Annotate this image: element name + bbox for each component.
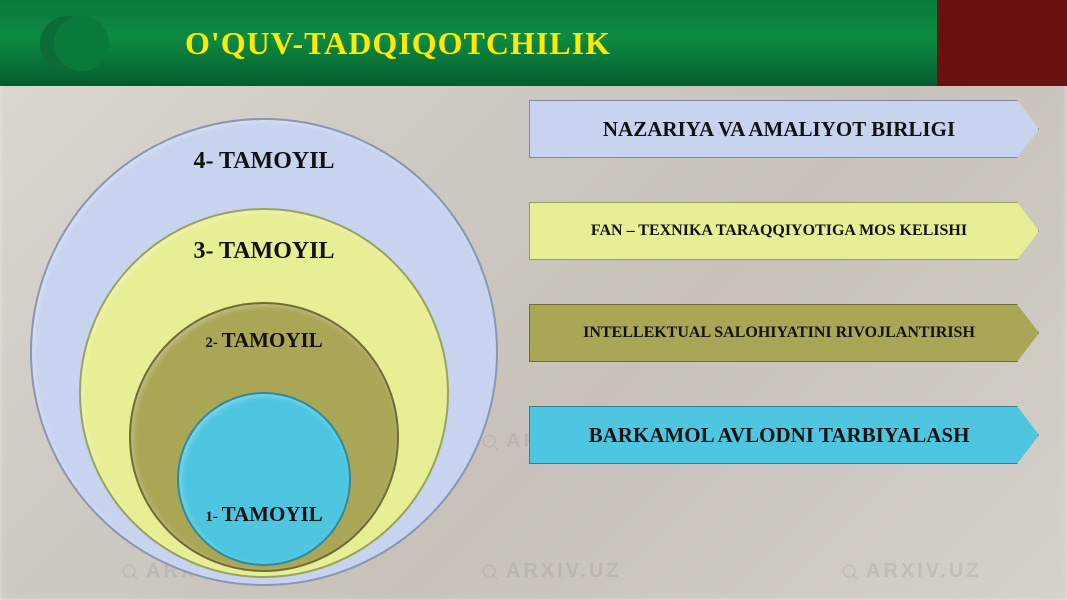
page-title: O'QUV-TADQIQOTCHILIK [185,25,611,62]
ring-label: 3- TAMOYIL [81,238,447,265]
crescent-icon [40,16,95,71]
banner-3: INTELLEKTUAL SALOHIYATINI RIVOJLANTIRISH [529,304,1039,362]
banner-2: FAN – TEXNIKA TARAQQIYOTIGA MOS KELISHI [529,202,1039,260]
banner-4: BARKAMOL AVLODNI TARBIYALASH [529,406,1039,464]
ring-1: 1- TAMOYIL [177,392,351,566]
content-area: 4- TAMOYIL 3- TAMOYIL 2- TAMOYIL 1- TAMOYIL… [0,86,1067,600]
header-accent [937,0,1067,86]
ring-label: 1- TAMOYIL [179,502,349,527]
banner-1: NAZARIYA VA AMALIYOT BIRLIGI [529,100,1039,158]
nested-circles-diagram: 4- TAMOYIL 3- TAMOYIL 2- TAMOYIL 1- TAMOYIL [30,96,500,586]
ring-label: 4- TAMOYIL [32,148,496,175]
ring-label: 2- TAMOYIL [131,328,397,353]
banners-column: NAZARIYA VA AMALIYOT BIRLIGI FAN – TEXNIK… [529,100,1039,464]
header: O'QUV-TADQIQOTCHILIK [0,0,1067,86]
